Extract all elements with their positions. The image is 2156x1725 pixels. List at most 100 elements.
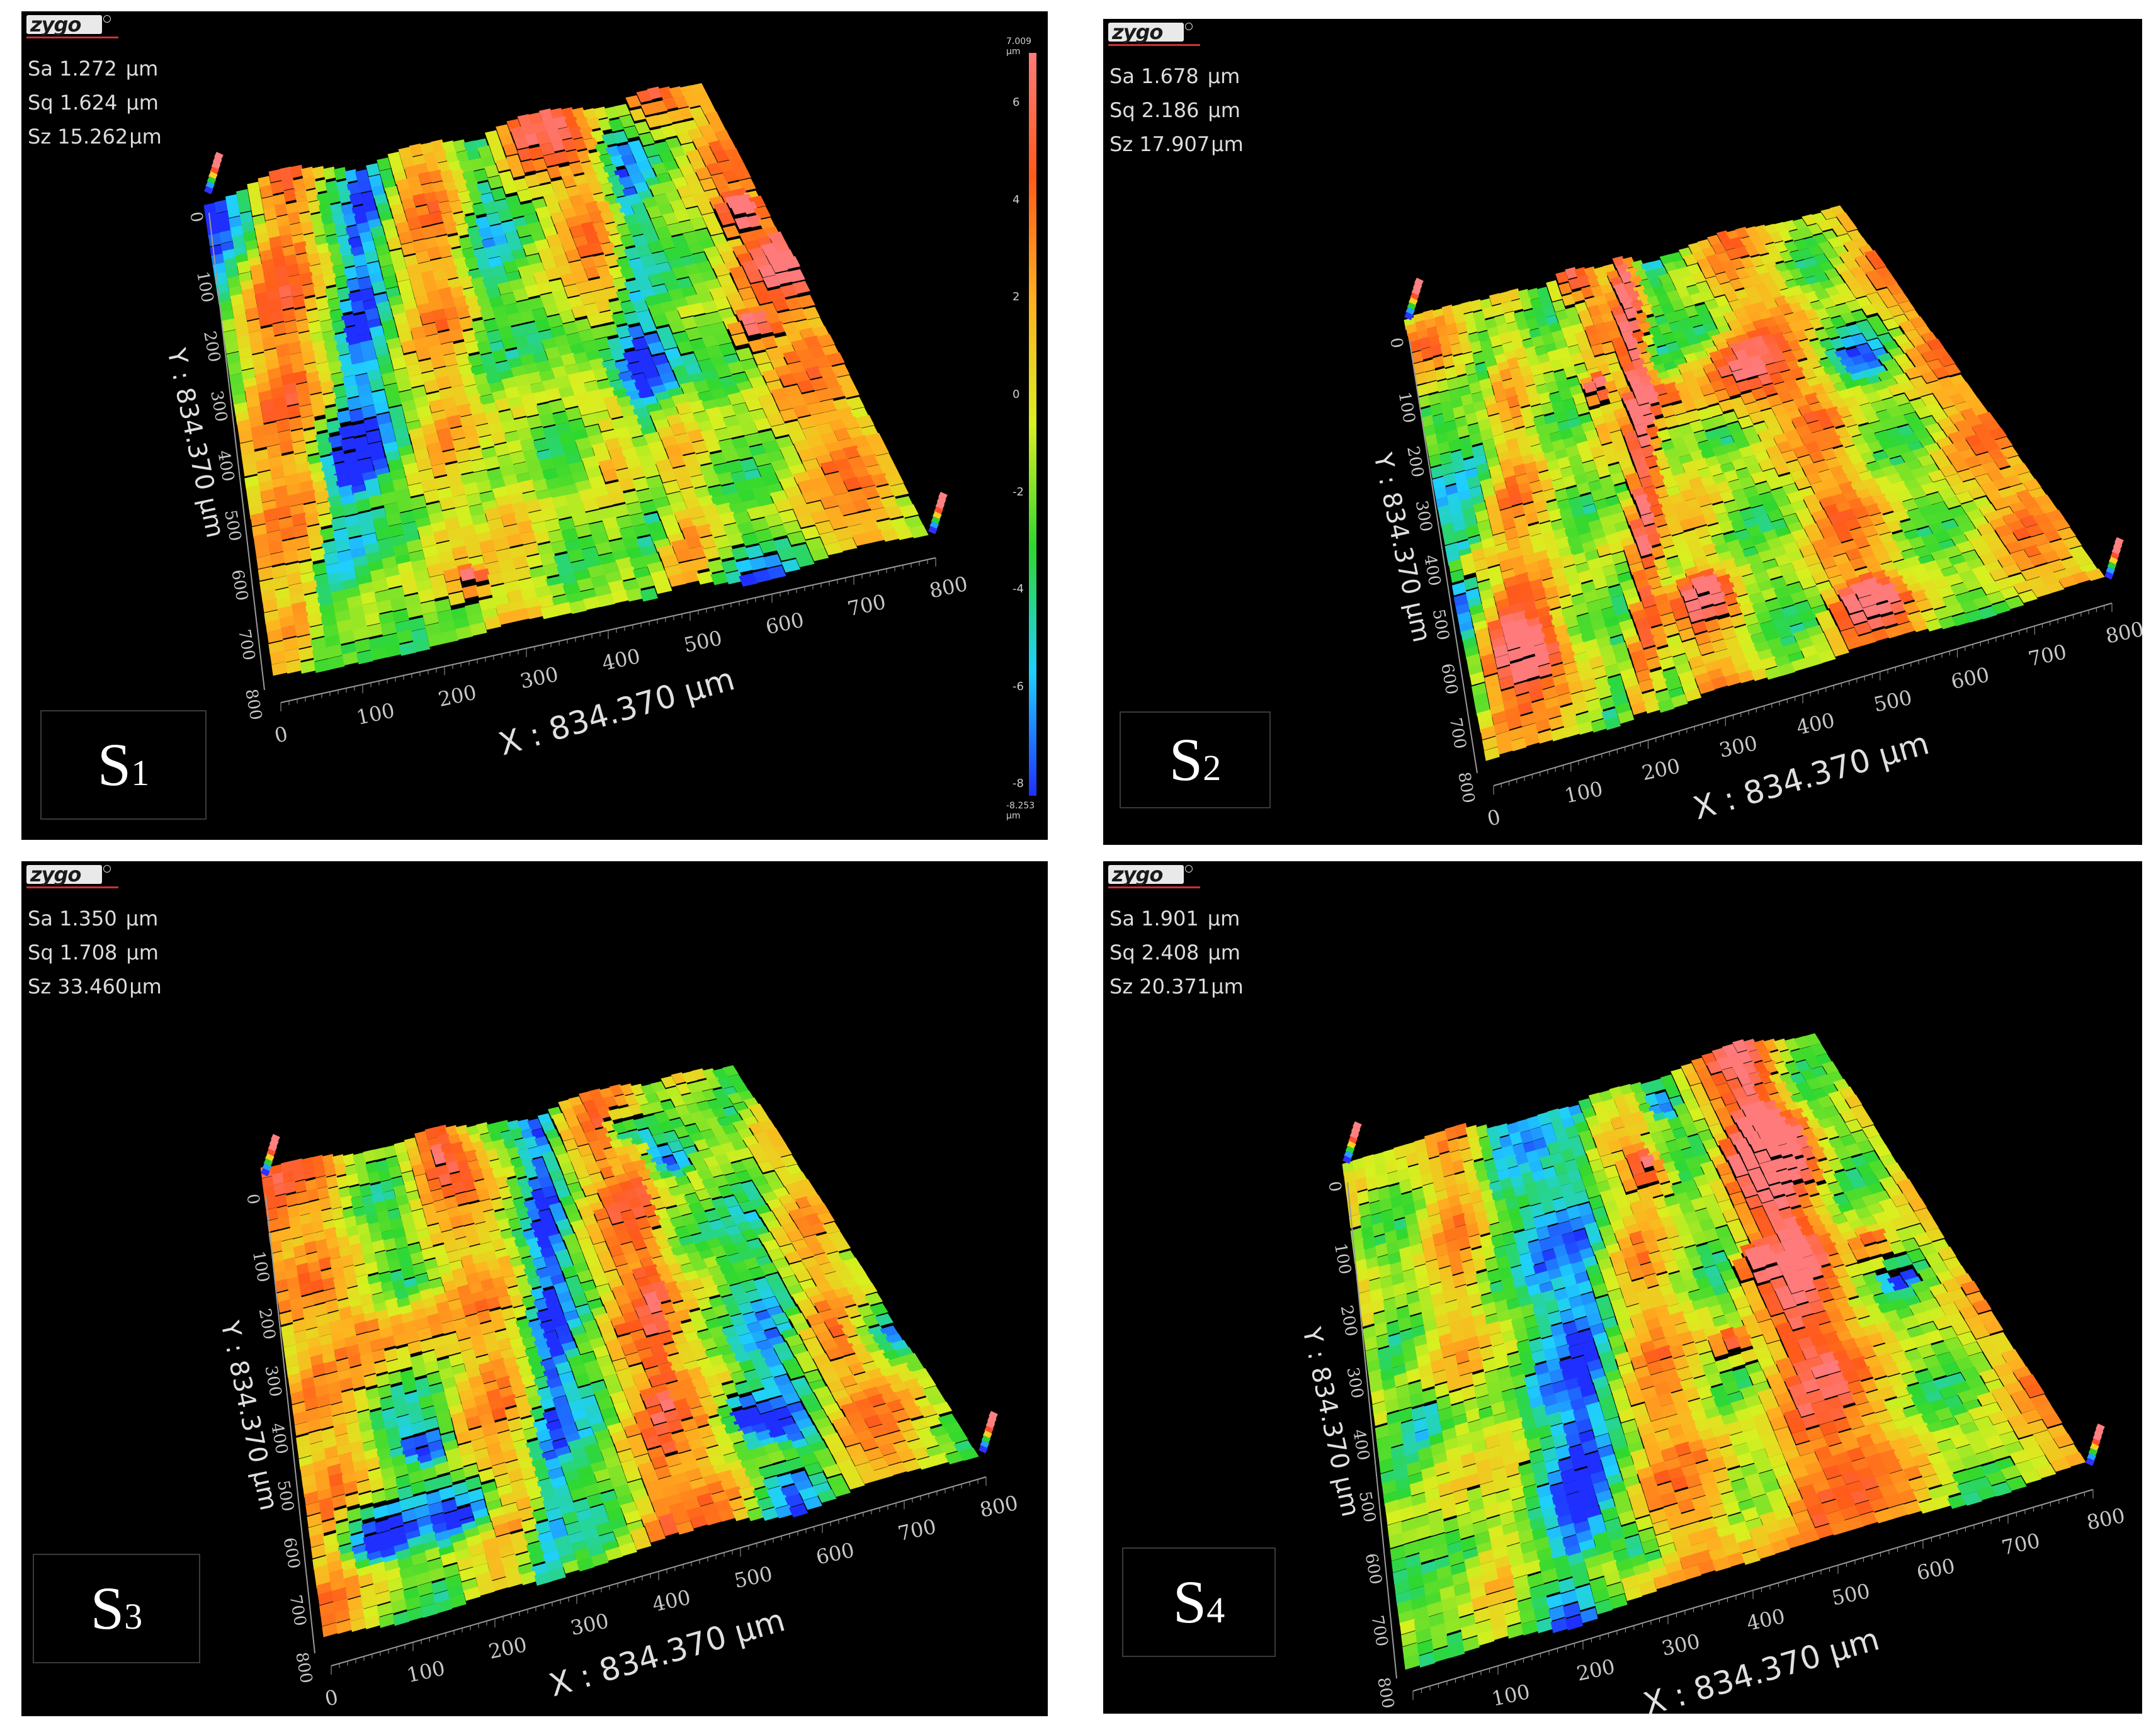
y-tick-label: 0 bbox=[1324, 1180, 1344, 1194]
colorbar-gradient bbox=[1029, 53, 1036, 796]
x-tick-label: 300 bbox=[1717, 731, 1760, 762]
x-tick-label: 400 bbox=[599, 644, 642, 676]
y-tick-label: 200 bbox=[1403, 445, 1427, 479]
stat-value: 2.186 bbox=[1141, 98, 1200, 122]
panel-s1: zygo Sa 1.272 µm Sq 1.624 µm Sz 15.262µm 0 100 2… bbox=[21, 11, 1048, 840]
y-tick-label: 600 bbox=[280, 1536, 304, 1570]
sample-number: 2 bbox=[1203, 747, 1222, 788]
y-tick-label: 0 bbox=[242, 1192, 263, 1206]
stat-unit: µm bbox=[129, 125, 162, 149]
y-tick-label: 100 bbox=[1330, 1242, 1354, 1276]
x-tick-label: 800 bbox=[2084, 1503, 2127, 1535]
y-tick-label: 800 bbox=[1373, 1676, 1397, 1710]
x-tick-label: 800 bbox=[2103, 617, 2142, 648]
y-tick-label: 0 bbox=[1386, 336, 1406, 350]
stat-unit: µm bbox=[1208, 941, 1240, 964]
stat-name: Sa bbox=[1109, 64, 1135, 88]
x-tick-label: 200 bbox=[1574, 1654, 1617, 1686]
x-tick-label: 100 bbox=[354, 698, 397, 730]
stat-unit: µm bbox=[1207, 907, 1240, 930]
x-tick-label: 0 bbox=[1485, 805, 1502, 830]
stat-row-sz: Sz 17.907µm bbox=[1109, 127, 1244, 161]
sample-number: 4 bbox=[1206, 1590, 1225, 1631]
zygo-logo: zygo bbox=[1108, 862, 1200, 888]
y-tick-label: 200 bbox=[255, 1307, 279, 1341]
stat-row-sq: Sq 2.408 µm bbox=[1109, 936, 1244, 970]
stat-value: 1.708 bbox=[59, 941, 118, 964]
x-tick-label: 0 bbox=[1404, 1710, 1422, 1714]
stat-row-sa: Sa 1.350 µm bbox=[28, 902, 162, 936]
scale-marker bbox=[1404, 278, 1424, 320]
stat-row-sa: Sa 1.272 µm bbox=[28, 52, 162, 86]
y-axis-title: Y : 834.370 µm bbox=[1296, 1325, 1365, 1520]
stat-name: Sa bbox=[28, 907, 53, 930]
stat-unit: µm bbox=[1208, 98, 1240, 122]
colorbar-tick: -6 bbox=[1013, 679, 1024, 693]
x-tick-label: 400 bbox=[1744, 1604, 1787, 1636]
x-tick-label: 200 bbox=[486, 1632, 529, 1664]
x-tick-label: 0 bbox=[322, 1685, 340, 1711]
y-tick-label: 800 bbox=[292, 1651, 315, 1685]
colorbar-tick: -4 bbox=[1013, 582, 1024, 596]
x-tick-label: 600 bbox=[1914, 1554, 1957, 1585]
stat-unit: µm bbox=[126, 91, 159, 115]
stat-unit: µm bbox=[125, 57, 159, 81]
logo-text: zygo bbox=[1112, 862, 1163, 886]
y-tick-label: 600 bbox=[1361, 1552, 1385, 1586]
y-tick-label: 100 bbox=[1395, 390, 1419, 424]
colorbar-tick: 2 bbox=[1013, 290, 1020, 304]
x-tick-label: 200 bbox=[436, 680, 479, 711]
zygo-logo: zygo bbox=[26, 862, 118, 888]
y-tick-label: 100 bbox=[193, 270, 217, 304]
y-tick-label: 600 bbox=[1437, 662, 1461, 696]
stat-value: 1.272 bbox=[59, 57, 117, 81]
x-tick-label: 700 bbox=[1999, 1529, 2042, 1560]
stat-unit: µm bbox=[129, 975, 162, 998]
stat-row-sz: Sz 33.460µm bbox=[28, 970, 162, 1004]
panel-s3: zygo Sa 1.350 µm Sq 1.708 µm Sz 33.460µm 0 100 2… bbox=[21, 861, 1048, 1716]
colorbar-tick: 0 bbox=[1013, 387, 1020, 401]
y-axis-title: Y : 834.370 µm bbox=[161, 346, 230, 541]
stat-name: Sa bbox=[1109, 907, 1135, 930]
surface-3d-plot: 0100200300400500600700800010020030040050… bbox=[215, 1065, 1020, 1711]
x-tick-label: 400 bbox=[1794, 708, 1837, 740]
y-tick-label: 300 bbox=[1412, 499, 1436, 533]
logo-text: zygo bbox=[1112, 20, 1163, 44]
x-tick-label: 700 bbox=[2026, 640, 2069, 671]
roughness-stats: Sa 1.678 µm Sq 2.186 µm Sz 17.907µm bbox=[1109, 59, 1244, 161]
logo-text: zygo bbox=[30, 13, 81, 37]
stat-row-sq: Sq 1.708 µm bbox=[28, 936, 162, 970]
y-tick-label: 800 bbox=[1454, 771, 1478, 805]
y-tick-label: 100 bbox=[249, 1250, 273, 1284]
stat-row-sa: Sa 1.901 µm bbox=[1109, 902, 1244, 936]
scale-marker bbox=[261, 1134, 280, 1177]
sample-number: 1 bbox=[131, 752, 150, 793]
stat-unit: µm bbox=[125, 907, 159, 930]
stat-name: Sq bbox=[28, 941, 54, 964]
scale-marker bbox=[1342, 1121, 1362, 1164]
stat-name: Sz bbox=[28, 125, 52, 149]
sample-label: S4 bbox=[1122, 1547, 1276, 1657]
sample-letter: S bbox=[1172, 1568, 1207, 1636]
y-tick-label: 700 bbox=[1367, 1614, 1391, 1648]
x-tick-label: 800 bbox=[927, 572, 970, 603]
x-tick-label: 100 bbox=[1489, 1680, 1532, 1711]
stat-value: 1.678 bbox=[1141, 64, 1199, 88]
stat-row-sz: Sz 20.371µm bbox=[1109, 970, 1244, 1004]
y-axis-title: Y : 834.370 µm bbox=[215, 1318, 283, 1513]
sample-label: S3 bbox=[33, 1554, 200, 1663]
stat-name: Sq bbox=[28, 91, 54, 115]
x-tick-label: 300 bbox=[1659, 1629, 1702, 1661]
x-tick-label: 500 bbox=[1871, 686, 1914, 717]
stat-row-sa: Sa 1.678 µm bbox=[1109, 59, 1244, 93]
stat-name: Sz bbox=[1109, 132, 1133, 156]
surface-mesh bbox=[1342, 1033, 2086, 1670]
colorbar-tick: -2 bbox=[1013, 485, 1024, 499]
stat-value: 2.408 bbox=[1141, 941, 1200, 964]
surface-mesh bbox=[1404, 205, 2105, 761]
stat-name: Sz bbox=[28, 975, 52, 998]
x-tick-label: 500 bbox=[1829, 1579, 1872, 1610]
y-tick-label: 300 bbox=[1342, 1366, 1366, 1400]
x-tick-label: 600 bbox=[763, 608, 806, 639]
